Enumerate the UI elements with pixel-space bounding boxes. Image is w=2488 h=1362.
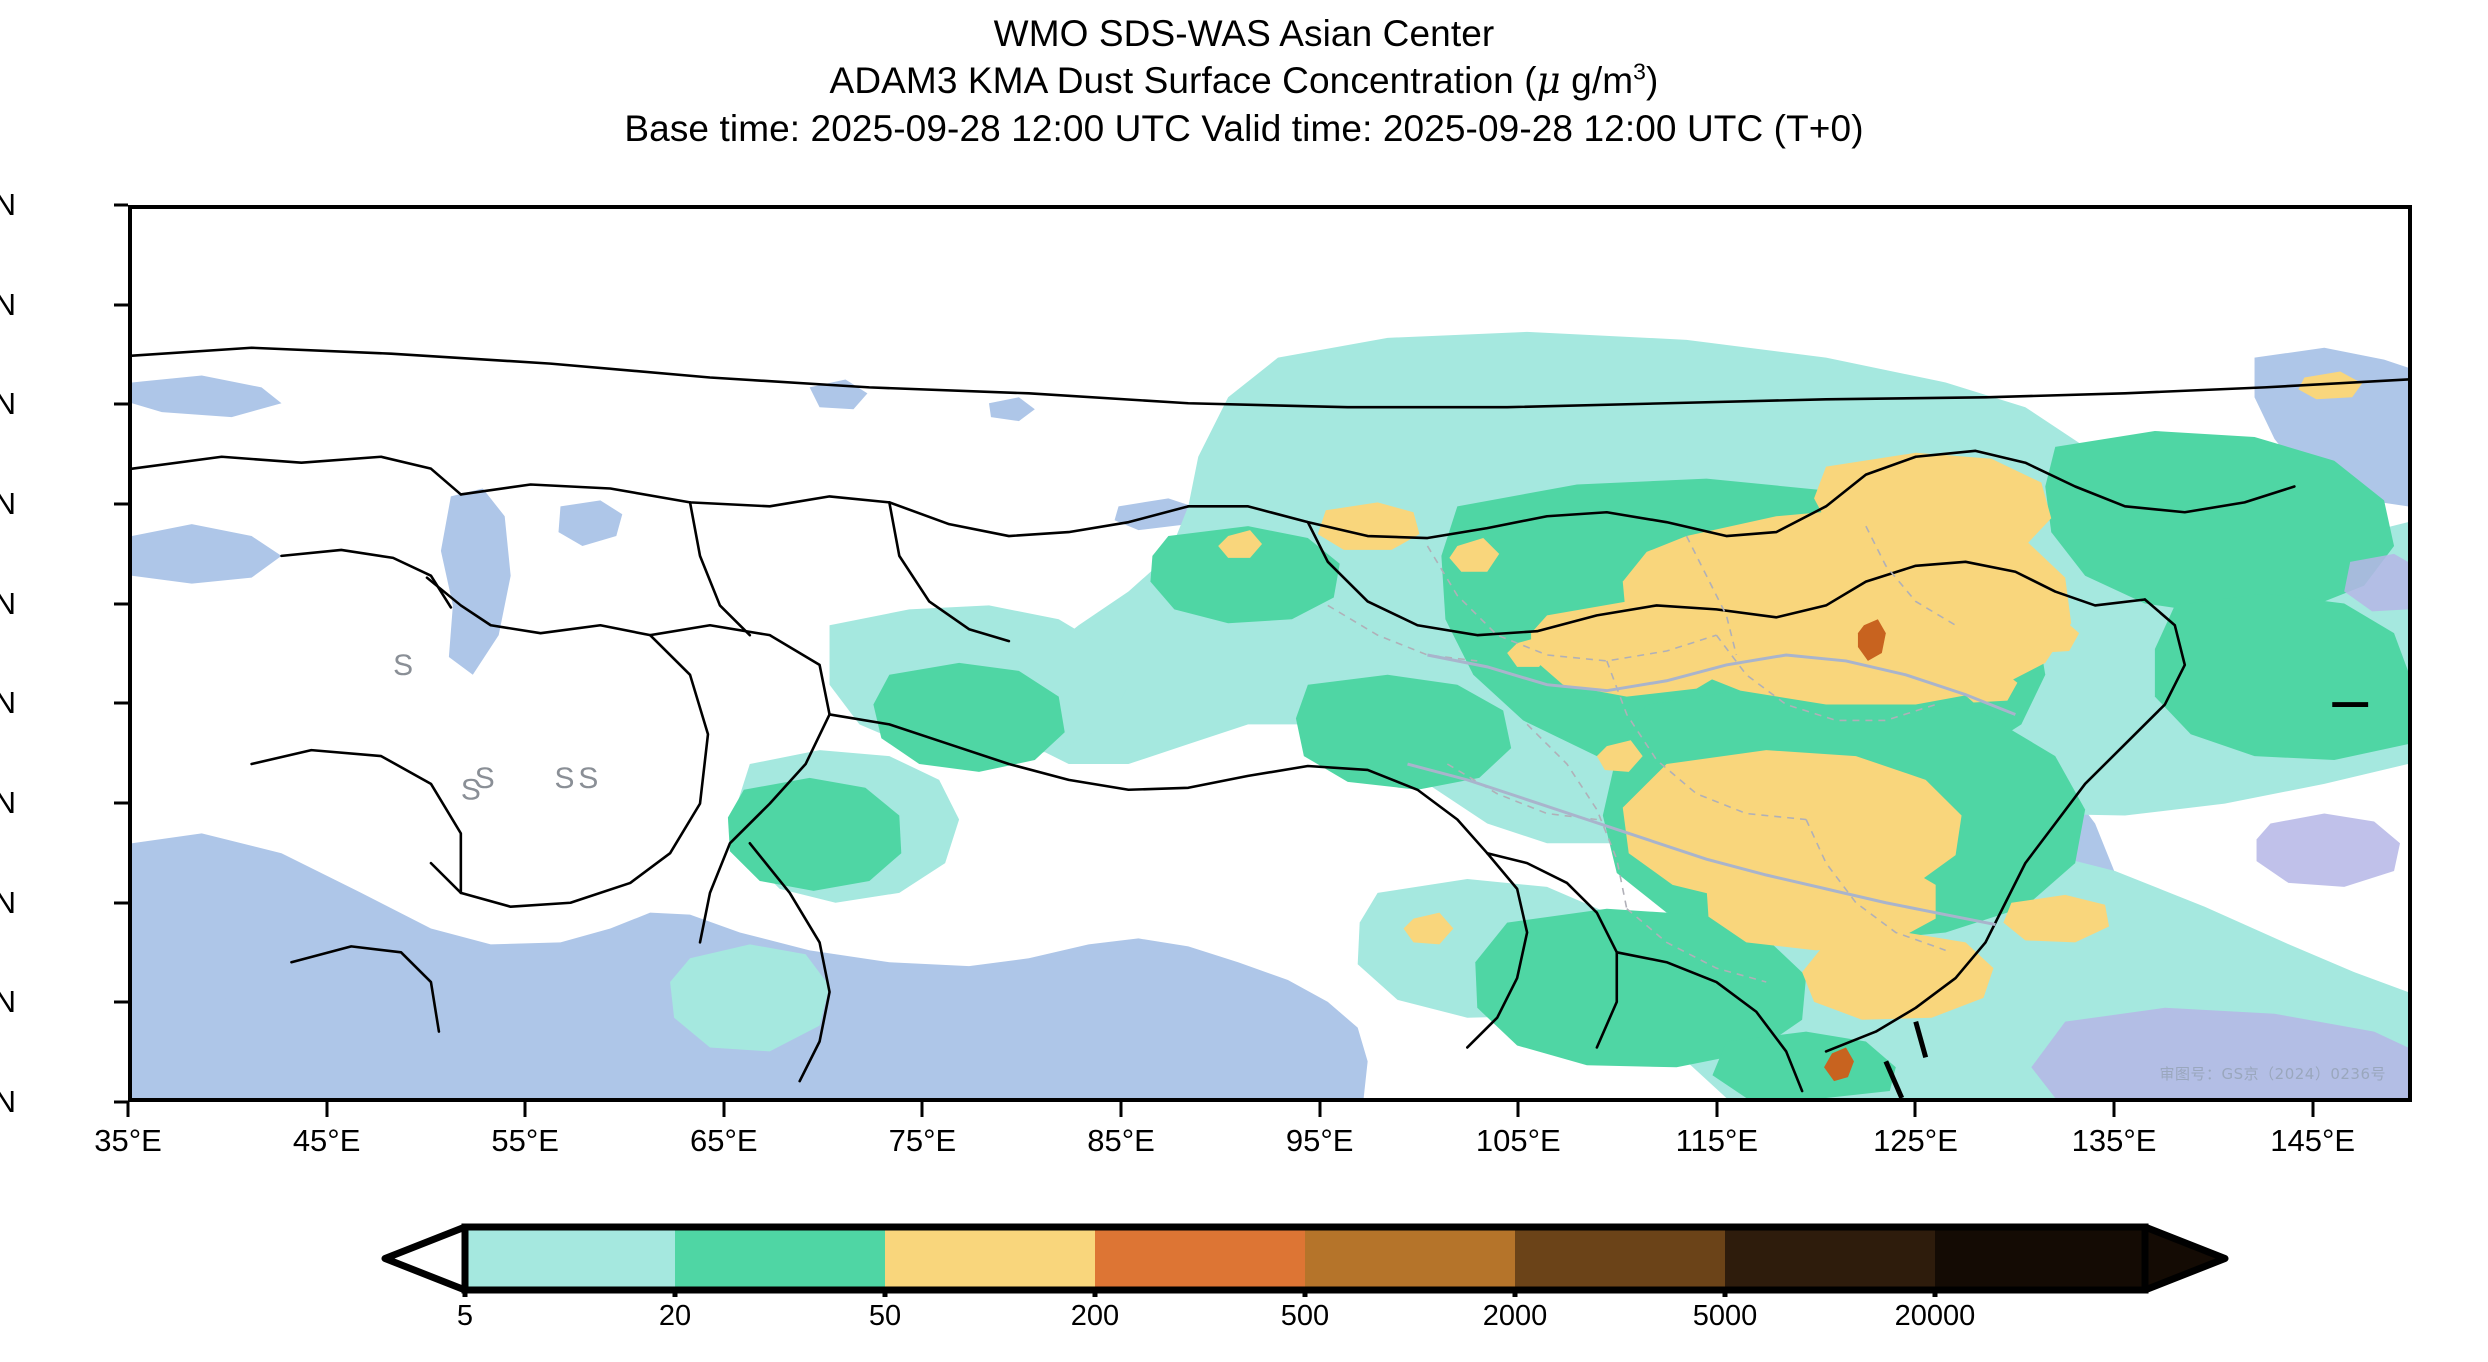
unit-exponent: 3 <box>1633 59 1647 86</box>
longitude-label: 55°E <box>491 1123 559 1158</box>
colorbar-tick-label: 200 <box>1070 1300 1120 1332</box>
country-borders-layer <box>132 346 2408 1093</box>
latitude-label: 50°N <box>0 386 16 422</box>
longitude-tick <box>523 1102 527 1117</box>
longitude-label: 105°E <box>1475 1123 1561 1158</box>
title-block: WMO SDS-WAS Asian Center ADAM3 KMA Dust … <box>0 10 2488 152</box>
latitude-label: 20°N <box>0 984 16 1020</box>
longitude-tick <box>126 1102 130 1117</box>
colorbar-tick-label: 5 <box>456 1300 474 1332</box>
colorbar-band <box>465 1227 676 1290</box>
longitude-label: 85°E <box>1087 1123 1155 1158</box>
dust-band-200-500 <box>1824 619 1886 1082</box>
colorbar-over-cap <box>2141 1223 2229 1294</box>
longitude-tick <box>920 1102 924 1117</box>
latitude-tick <box>114 701 128 705</box>
chart-subtitle: ADAM3 KMA Dust Surface Concentration (μ … <box>0 57 2488 104</box>
province-borders-layer <box>1327 525 1957 983</box>
colorbar-tick-label: 20 <box>658 1300 692 1332</box>
colorbar-tick-label: 20000 <box>1894 1300 1976 1332</box>
dust-band-50-200 <box>1218 371 2363 1020</box>
latitude-label: 40°N <box>0 585 16 621</box>
colorbar-band <box>1305 1227 1516 1290</box>
latitude-tick <box>114 1000 128 1004</box>
longitude-tick <box>2112 1102 2116 1117</box>
station-marker-s: S <box>393 649 413 682</box>
colorbar-band <box>1725 1227 1936 1290</box>
longitude-tick <box>1119 1102 1123 1117</box>
colorbar-tick-label: 2000 <box>1482 1300 1548 1332</box>
latitude-label: 45°N <box>0 486 16 521</box>
latitude-label: 60°N <box>0 187 16 222</box>
station-markers-layer: S S S S S <box>393 649 598 807</box>
colorbar-under-cap <box>381 1223 469 1294</box>
latitude-tick <box>114 203 128 207</box>
latitude-label: 35°N <box>0 685 16 721</box>
rivers-layer <box>1407 653 2016 927</box>
station-marker-s: S <box>461 774 481 807</box>
latitude-tick <box>114 602 128 606</box>
mu-symbol: μ <box>1536 59 1561 103</box>
latitude-label: 55°N <box>0 286 16 322</box>
latitude-label: 25°N <box>0 884 16 920</box>
longitude-tick <box>1318 1102 1322 1117</box>
dust-band-ocean-tint <box>2031 553 2408 1098</box>
latitude-tick <box>114 303 128 307</box>
page-title: WMO SDS-WAS Asian Center <box>993 13 1495 54</box>
colorbar-band <box>675 1227 886 1290</box>
chart-subtitle-pre: ADAM3 KMA Dust Surface Concentration ( <box>829 60 1537 102</box>
latitude-label: 15°N <box>0 1084 16 1119</box>
colorbar-tick-label: 5000 <box>1692 1300 1758 1332</box>
time-annotation: Base time: 2025-09-28 12:00 UTC Valid ti… <box>624 107 1864 149</box>
map-container[interactable]: 60°N 55°N 50°N 45°N 40°N 35°N 30°N 25°N 20°N 15°N… <box>0 187 2412 1158</box>
annotation-lines <box>1883 702 2369 1098</box>
latitude-tick <box>114 801 128 805</box>
dust-concentration-map[interactable]: S S S S S <box>132 209 2408 1098</box>
map-attribution: 审图号：GS京（2024）0236号 <box>2159 1065 2386 1083</box>
longitude-label: 145°E <box>2270 1123 2356 1158</box>
longitude-tick <box>1913 1102 1917 1117</box>
colorbar-tick-label: 500 <box>1280 1300 1330 1332</box>
map-frame[interactable]: S S S S S 审图号：GS京（2024）0236号 <box>128 205 2412 1102</box>
longitude-label: 65°E <box>690 1123 758 1158</box>
colorbar-band <box>1935 1227 2146 1290</box>
colorbar[interactable]: 5 20 50 200 500 2000 5000 20000 <box>355 1222 2255 1342</box>
latitude-tick <box>114 1100 128 1104</box>
station-marker-s: S <box>578 762 598 795</box>
longitude-label: 35°E <box>94 1123 162 1158</box>
station-marker-s: S <box>475 762 495 795</box>
colorbar-ticks <box>462 1290 1938 1297</box>
latitude-label: 30°N <box>0 785 16 820</box>
longitude-label: 95°E <box>1285 1123 1354 1158</box>
latitude-tick <box>114 402 128 406</box>
chart-subtitle-unit: g/m <box>1560 60 1634 102</box>
longitude-tick <box>2311 1102 2315 1117</box>
colorbar-swatches[interactable] <box>355 1222 2255 1297</box>
latitude-tick <box>114 502 128 506</box>
longitude-label: 75°E <box>888 1123 957 1158</box>
longitude-tick <box>1516 1102 1520 1117</box>
station-marker-s: S <box>555 762 575 795</box>
longitude-label: 45°E <box>292 1123 361 1158</box>
colorbar-tick-label: 50 <box>868 1300 902 1332</box>
longitude-tick <box>325 1102 329 1117</box>
longitude-tick <box>722 1102 726 1117</box>
longitude-label: 125°E <box>1873 1123 1958 1158</box>
longitude-label: 115°E <box>1675 1123 1759 1158</box>
longitude-tick <box>1715 1102 1719 1117</box>
chart-subtitle-post: ) <box>1646 60 1659 102</box>
colorbar-band <box>1515 1227 1726 1290</box>
longitude-label: 135°E <box>2071 1123 2157 1158</box>
colorbar-band <box>885 1227 1096 1290</box>
latitude-tick <box>114 901 128 905</box>
colorbar-band <box>1095 1227 1306 1290</box>
